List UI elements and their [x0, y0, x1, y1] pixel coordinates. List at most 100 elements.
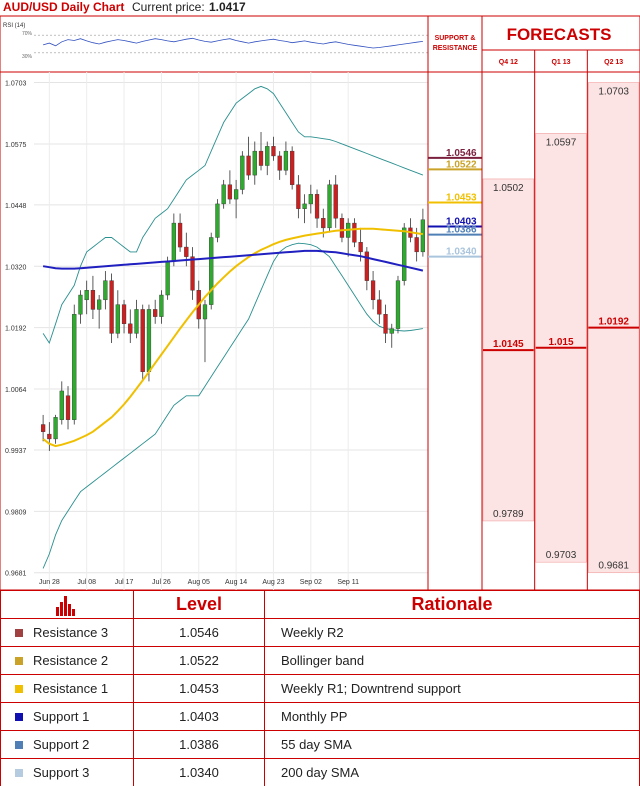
candle-body	[171, 222, 176, 262]
x-tick-label: Jul 08	[77, 579, 96, 586]
candle-body	[90, 290, 96, 310]
candle-body	[190, 256, 195, 291]
forecast-mid: 1.015	[548, 337, 573, 348]
level-name: Resistance 3	[0, 618, 134, 647]
rsi-line	[42, 37, 423, 49]
candle-body	[215, 203, 220, 238]
candle-body	[47, 433, 52, 440]
rsi-panel	[0, 15, 429, 73]
candle-body	[134, 309, 139, 334]
candle-body	[153, 309, 158, 317]
candle-body	[59, 390, 64, 420]
level-name: Support 2	[0, 730, 134, 759]
sr-level-label: 1.0453	[446, 192, 477, 203]
level-name: Resistance 1	[0, 674, 134, 703]
bar-chart-icon	[54, 594, 80, 616]
level-swatch-icon	[15, 740, 23, 749]
price-panel	[0, 71, 429, 590]
level-rationale: 200 day SMA	[264, 758, 640, 786]
forecast-high: 1.0597	[546, 137, 577, 148]
x-tick-label: Jul 17	[115, 579, 134, 586]
candle-body	[159, 294, 164, 317]
levels-table: Level Rationale Resistance 3 1.0546 Weekly…	[0, 590, 640, 786]
candle-body	[383, 314, 388, 334]
candle-body	[209, 237, 214, 305]
candle-body	[252, 150, 257, 176]
level-row: Support 1 1.0403 Monthly PP	[0, 702, 640, 731]
x-tick-label: Jun 28	[39, 579, 60, 586]
forecast-high: 1.0703	[598, 87, 629, 98]
level-name: Support 1	[0, 702, 134, 731]
level-swatch-icon	[15, 656, 23, 665]
candle-body	[277, 155, 282, 171]
forecast-low: 0.9789	[493, 509, 524, 520]
candle-body	[370, 280, 376, 301]
x-tick-label: Aug 05	[188, 579, 210, 586]
candle-body	[308, 194, 313, 205]
candle-body	[290, 150, 295, 185]
candle-body	[395, 280, 401, 329]
candle-body	[202, 304, 208, 320]
candle-body	[177, 222, 183, 248]
candle-body	[184, 246, 189, 257]
sr-column	[427, 15, 483, 590]
candle-body	[109, 280, 114, 334]
level-swatch-icon	[15, 628, 23, 637]
forecast-mid: 1.0145	[493, 339, 524, 350]
level-rationale: Weekly R1; Downtrend support	[264, 674, 640, 703]
candle-body	[377, 299, 382, 315]
price-value: 1.0417	[209, 0, 246, 14]
chart-title: AUD/USD Daily Chart	[3, 0, 124, 14]
candle-body	[78, 294, 83, 315]
rsi-tick-30: 30%	[22, 54, 33, 60]
candle-body	[302, 203, 307, 209]
candle-body	[296, 184, 301, 209]
level-name: Support 3	[0, 758, 134, 786]
sr-level-label: 1.0340	[446, 247, 477, 258]
chart: 1.0703 1.0575 1.0448 1.0320 1.0192 1.0064 0.99…	[0, 0, 640, 590]
forecast-low: 0.9681	[598, 561, 629, 572]
level-value: 1.0522	[133, 646, 265, 675]
y-tick-label: 1.0448	[5, 203, 27, 210]
header-icon-cell	[0, 590, 134, 619]
forecasts-title: FORECASTS	[507, 25, 612, 44]
level-rationale: Bollinger band	[264, 646, 640, 675]
forecast-high: 1.0502	[493, 183, 524, 194]
forecast-column-label: Q1 13	[551, 59, 570, 66]
x-tick-label: Aug 14	[225, 579, 247, 586]
candle-body	[402, 227, 407, 281]
candle-body	[227, 184, 233, 200]
candle-body	[97, 299, 102, 310]
forecast-column-label: Q4 12	[499, 59, 518, 66]
header-level: Level	[133, 590, 265, 619]
level-rationale: 55 day SMA	[264, 730, 640, 759]
level-rationale: Monthly PP	[264, 702, 640, 731]
sr-level-label: 1.0403	[446, 216, 477, 227]
bollinger-lower-line	[42, 242, 423, 569]
sma-200-line	[42, 249, 424, 272]
candle-body	[72, 314, 77, 420]
x-tick-label: Aug 23	[262, 579, 284, 586]
candle-body	[283, 150, 289, 171]
x-tick-label: Sep 02	[300, 579, 322, 586]
candle-body	[265, 146, 270, 166]
level-row: Resistance 2 1.0522 Bollinger band	[0, 646, 640, 675]
candle-body	[128, 323, 133, 334]
y-tick-label: 1.0064	[5, 387, 27, 394]
y-tick-label: 0.9937	[5, 448, 27, 455]
sr-level-label: 1.0522	[446, 159, 477, 170]
forecast-mid: 1.0192	[598, 317, 629, 328]
x-tick-label: Sep 11	[337, 579, 359, 586]
levels-table-header: Level Rationale	[0, 590, 640, 619]
sr-level-label: 1.0546	[446, 148, 477, 159]
candle-body	[414, 237, 419, 253]
level-value: 1.0453	[133, 674, 265, 703]
y-tick-label: 1.0575	[5, 142, 27, 149]
candle-body	[84, 290, 89, 301]
candle-body	[40, 424, 46, 432]
candle-body	[146, 309, 152, 372]
level-row: Resistance 3 1.0546 Weekly R2	[0, 618, 640, 647]
sr-level-label: 1.0386	[446, 225, 477, 236]
level-value: 1.0403	[133, 702, 265, 731]
level-row: Support 2 1.0386 55 day SMA	[0, 730, 640, 759]
